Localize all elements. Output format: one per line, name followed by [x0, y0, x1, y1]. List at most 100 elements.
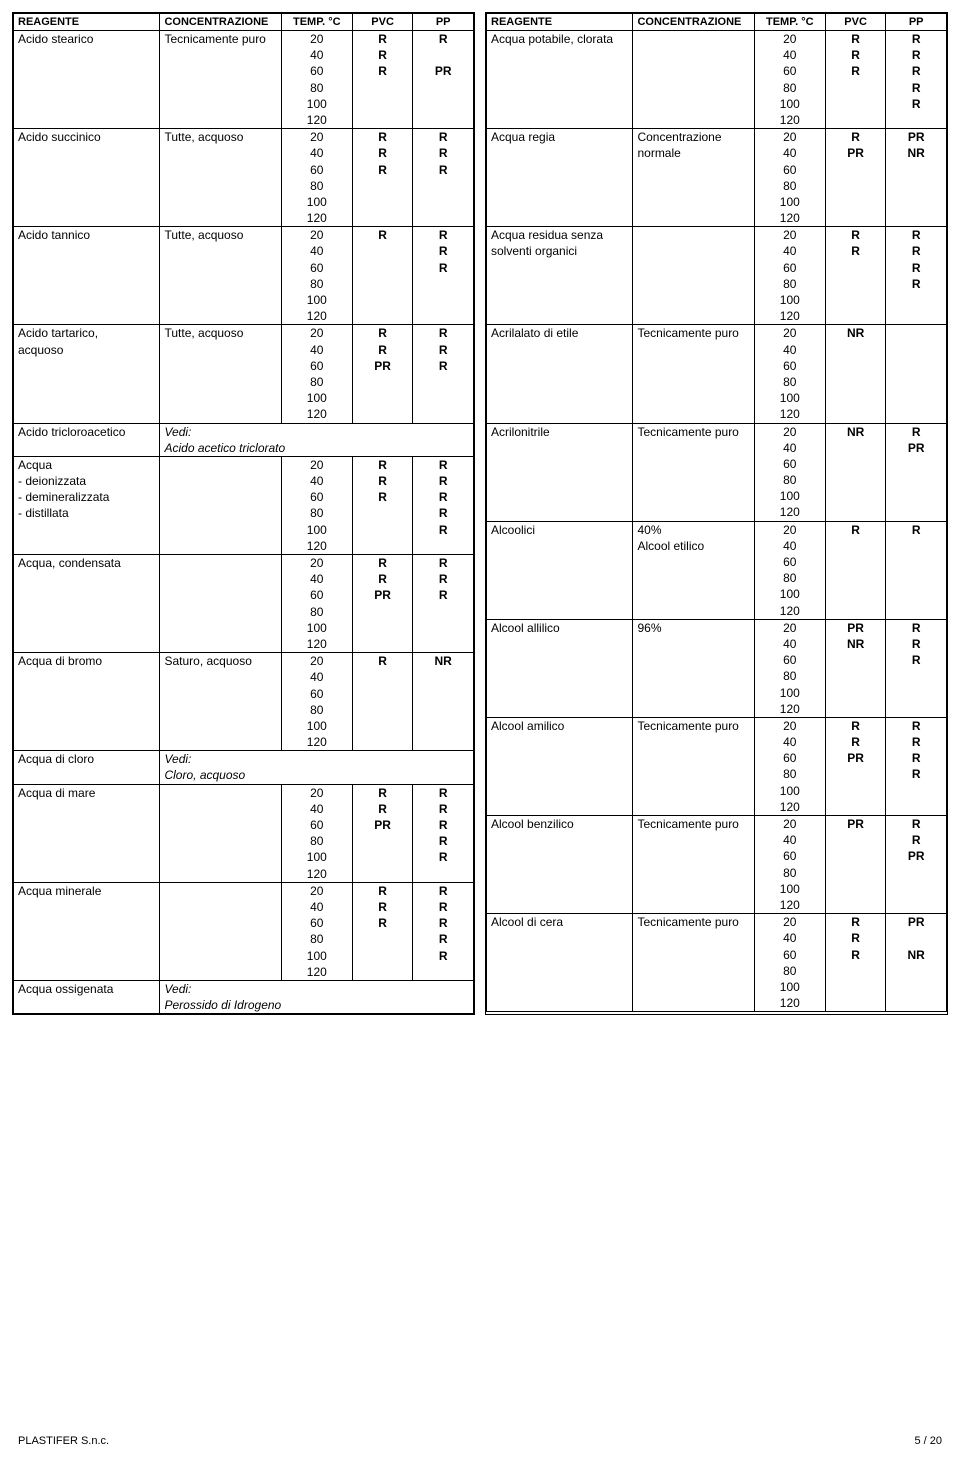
cell-pp: PR	[886, 129, 947, 146]
cell-pp	[413, 686, 474, 702]
cell-pp	[413, 734, 474, 751]
cell-temp: 40	[754, 538, 825, 554]
cell-pvc: R	[825, 63, 886, 79]
cell-temp: 120	[754, 799, 825, 816]
h-conc: CONCENTRAZIONE	[633, 14, 754, 31]
cell-conc	[160, 63, 281, 79]
cell-pp: NR	[886, 145, 947, 161]
table-row: Acqua potabile, clorata20RR	[487, 31, 947, 48]
cell-temp: 100	[281, 718, 352, 734]
cell-pp	[886, 178, 947, 194]
cell-reagent	[487, 292, 633, 308]
cell-pp	[413, 80, 474, 96]
cell-temp: 40	[754, 243, 825, 259]
cell-reagent	[14, 145, 160, 161]
table-row: 100R	[14, 849, 474, 865]
cell-pp: R	[413, 849, 474, 865]
cell-pp	[413, 194, 474, 210]
table-row: 60R	[487, 260, 947, 276]
cell-pp	[886, 979, 947, 995]
table-row: Alcool etilico40	[487, 538, 947, 554]
cell-conc	[160, 571, 281, 587]
cell-conc: Tecnicamente puro	[633, 914, 754, 931]
table-row: 60RR	[14, 915, 474, 931]
cell-temp: 80	[281, 604, 352, 620]
cell-temp: 40	[754, 440, 825, 456]
cell-temp: 120	[754, 406, 825, 423]
cell-pvc: PR	[352, 587, 413, 603]
cell-pp: R	[886, 260, 947, 276]
cell-pvc: R	[352, 227, 413, 244]
cell-pvc	[352, 866, 413, 883]
cell-conc	[633, 881, 754, 897]
cell-reagent: Acqua, condensata	[14, 555, 160, 572]
table-row: 120	[487, 701, 947, 718]
cell-pp: R	[413, 243, 474, 259]
cell-reagent	[14, 390, 160, 406]
cell-pvc	[352, 505, 413, 521]
cell-pvc	[352, 390, 413, 406]
cell-conc	[160, 866, 281, 883]
cell-temp: 60	[754, 456, 825, 472]
cell-conc: Tecnicamente puro	[160, 31, 281, 48]
cell-pvc: NR	[825, 636, 886, 652]
cell-reagent	[487, 63, 633, 79]
cell-conc	[160, 80, 281, 96]
cell-pvc: R	[352, 456, 413, 473]
cell-pp	[886, 112, 947, 129]
cell-pp	[886, 586, 947, 602]
cell-reagent	[487, 881, 633, 897]
cell-pp	[886, 865, 947, 881]
cell-pp: R	[413, 342, 474, 358]
cell-conc: Tecnicamente puro	[633, 423, 754, 440]
cell-reagent	[14, 718, 160, 734]
cell-pvc	[352, 948, 413, 964]
cell-pvc	[825, 685, 886, 701]
cell-pp: R	[886, 276, 947, 292]
table-row: 40RR	[14, 899, 474, 915]
cell-reagent	[487, 865, 633, 881]
left-column: REAGENTE CONCENTRAZIONE TEMP. °C PVC PP …	[12, 12, 475, 1015]
header-row: REAGENTE CONCENTRAZIONE TEMP. °C PVC PP	[487, 14, 947, 31]
cell-temp: 80	[281, 702, 352, 718]
cell-conc	[160, 456, 281, 473]
cell-conc	[633, 47, 754, 63]
cell-reagent	[487, 406, 633, 423]
cell-reagent: Acido tannico	[14, 227, 160, 244]
cell-pp	[886, 406, 947, 423]
cell-pvc	[825, 194, 886, 210]
cell-conc	[160, 96, 281, 112]
cell-pp: R	[886, 766, 947, 782]
cell-conc	[160, 243, 281, 259]
cell-pvc	[825, 881, 886, 897]
cell-temp: 40	[281, 47, 352, 63]
cell-pp	[413, 374, 474, 390]
cell-reagent	[14, 833, 160, 849]
cell-reagent: Acqua potabile, clorata	[487, 31, 633, 48]
cell-reagent	[487, 570, 633, 586]
cell-temp: 20	[754, 619, 825, 636]
cell-conc	[633, 636, 754, 652]
cell-reagent	[14, 63, 160, 79]
cell-reagent	[14, 620, 160, 636]
table-row: 80	[487, 963, 947, 979]
table-row: 120	[487, 603, 947, 620]
cell-pvc: R	[825, 947, 886, 963]
cell-conc	[633, 897, 754, 914]
cell-conc	[633, 260, 754, 276]
cell-conc	[160, 801, 281, 817]
cell-pp	[886, 292, 947, 308]
table-row: 100	[14, 390, 474, 406]
cell-pp	[886, 897, 947, 914]
table-row: 40	[487, 342, 947, 358]
table-row: 120	[487, 210, 947, 227]
cell-temp: 120	[281, 538, 352, 555]
cell-pvc	[825, 995, 886, 1012]
cell-conc	[160, 342, 281, 358]
cell-pvc	[825, 504, 886, 521]
table-row: Acqua di bromoSaturo, acquoso20RNR	[14, 653, 474, 670]
cell-pvc	[352, 964, 413, 981]
cell-pvc: R	[825, 734, 886, 750]
cell-conc	[160, 538, 281, 555]
cell-conc	[160, 734, 281, 751]
